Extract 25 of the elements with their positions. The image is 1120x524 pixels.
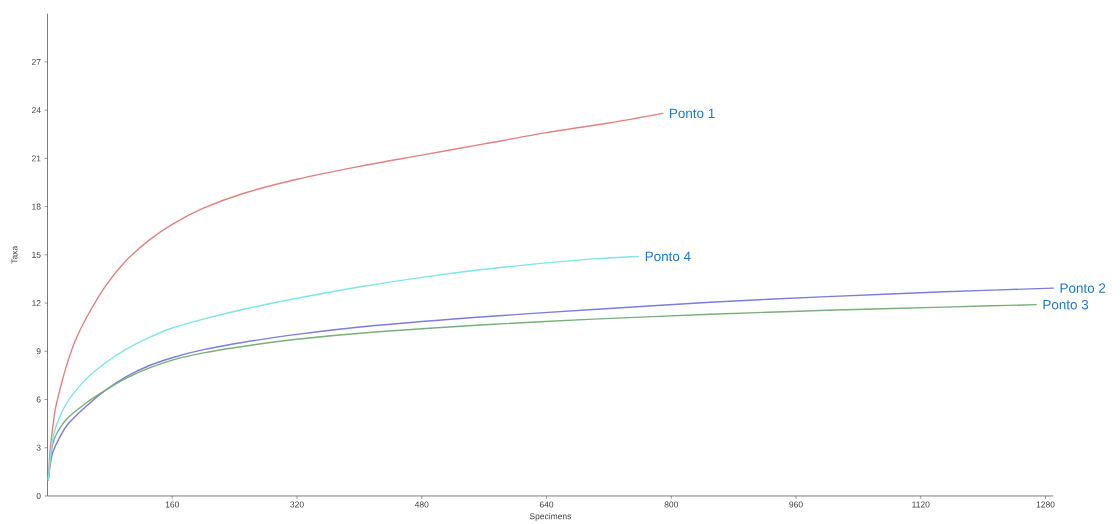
x-tick-label: 1280: [1036, 501, 1055, 508]
y-tick-label: 27: [31, 58, 41, 65]
series-label: Ponto 2: [1060, 283, 1106, 293]
y-tick-label: 24: [31, 107, 41, 114]
y-tick-label: 3: [36, 444, 41, 451]
series-label: Ponto 3: [1043, 299, 1089, 310]
x-tick-label: 800: [664, 501, 678, 508]
x-tick-label: 960: [789, 501, 803, 508]
x-tick-label: 1120: [912, 501, 930, 508]
y-tick-label: 18: [32, 203, 41, 210]
y-axis-title: Taxa: [11, 245, 18, 264]
y-tick-label: 12: [32, 300, 41, 307]
x-axis-title: Specimens: [529, 513, 572, 521]
y-tick-label: 15: [32, 251, 41, 258]
x-tick-label: 160: [165, 501, 179, 508]
line-series: [47, 255, 640, 481]
series-label: Ponto 4: [645, 251, 691, 262]
y-tick-label: 21: [31, 155, 41, 162]
y-tick-label: 9: [36, 348, 41, 355]
x-tick-label: 320: [290, 501, 304, 508]
x-tick-label: 480: [414, 501, 429, 508]
y-tick-label: 6: [36, 396, 41, 403]
x-tick-label: 640: [539, 501, 554, 508]
y-tick-label: 0: [36, 492, 41, 499]
series-label: Ponto 1: [669, 108, 715, 119]
